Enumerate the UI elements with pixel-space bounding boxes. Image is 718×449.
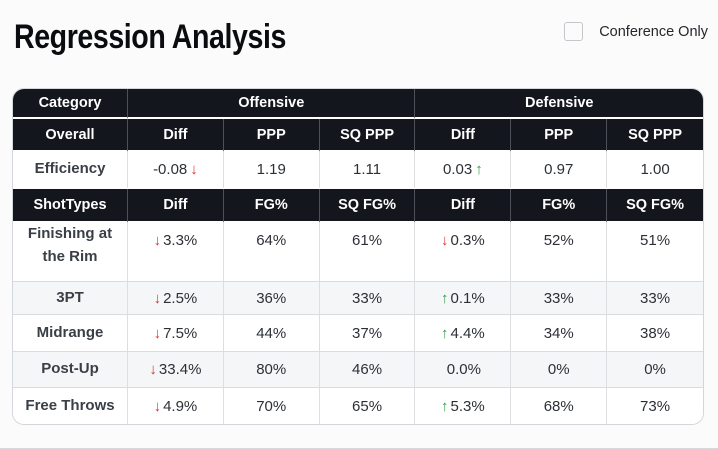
down-arrow-icon: ↓ (153, 397, 162, 415)
header-def-diff: Diff (415, 119, 512, 152)
table-row-group-header: Category Offensive Defensive (13, 89, 703, 119)
header-defensive: Defensive (415, 89, 703, 119)
diff-value: 2.5% (163, 289, 198, 307)
down-arrow-icon: ↓ (153, 289, 162, 307)
down-arrow-icon: ↓ (153, 324, 162, 342)
header-def-sqfg: SQ FG% (607, 189, 703, 223)
cell-off-sqfg: 33% (319, 282, 416, 315)
cell-off-diff: ↓ 3.3% (128, 223, 224, 282)
table-row-finishing-at-the-rim: Finishing at the Rim ↓ 3.3% 64% 61% ↓ 0.3%… (13, 223, 703, 282)
table-row-post-up: Post-Up ↓ 33.4% 80% 46% 0.0% 0% 0% (13, 352, 703, 388)
page-title: Regression Analysis (14, 18, 286, 56)
down-arrow-icon: ↓ (441, 232, 449, 249)
cell-def-sqfg: 73% (607, 388, 703, 424)
up-arrow-icon: ↑ (475, 161, 483, 178)
conference-only-control: Conference Only (564, 22, 708, 41)
cell-off-fg: 80% (223, 352, 320, 388)
cell-def-fg: 33% (511, 282, 608, 315)
header-off-sqfg: SQ FG% (319, 189, 416, 223)
efficiency-off-sqppp: 1.11 (319, 152, 416, 189)
diff-value: -0.08 (153, 161, 188, 178)
cell-def-fg: 52% (511, 223, 608, 282)
up-arrow-icon: ↑ (441, 289, 449, 307)
table-row-shottypes-header: ShotTypes Diff FG% SQ FG% Diff FG% SQ FG… (13, 189, 703, 223)
header-off-diff: Diff (128, 119, 224, 152)
efficiency-def-ppp: 0.97 (511, 152, 608, 189)
regression-analysis-table: Category Offensive Defensive Overall Dif… (13, 89, 703, 424)
conference-only-label[interactable]: Conference Only (599, 23, 708, 40)
cell-off-sqfg: 61% (319, 223, 416, 282)
cell-off-diff: ↓ 7.5% (128, 315, 224, 352)
efficiency-def-diff: 0.03 ↑ (415, 152, 512, 189)
diff-value: 0.0% (446, 361, 481, 378)
diff-value: 0.03 (443, 161, 473, 178)
header-def-sqppp: SQ PPP (607, 119, 703, 152)
table-row-free-throws: Free Throws ↓ 4.9% 70% 65% ↑ 5.3% 68% 73% (13, 388, 703, 424)
header-off-sqppp: SQ PPP (319, 119, 416, 152)
up-arrow-icon: ↑ (441, 324, 449, 342)
table-row-overall-header: Overall Diff PPP SQ PPP Diff PPP SQ PPP (13, 119, 703, 152)
header-shottypes: ShotTypes (13, 189, 128, 223)
cell-off-sqfg: 65% (319, 388, 416, 424)
down-arrow-icon: ↓ (190, 161, 198, 178)
cell-def-diff: ↑ 5.3% (415, 388, 512, 424)
cell-def-fg: 0% (511, 352, 608, 388)
regression-table: Category Offensive Defensive Overall Dif… (12, 88, 704, 425)
cell-off-fg: 64% (223, 223, 320, 282)
table-row-3pt: 3PT ↓ 2.5% 36% 33% ↑ 0.1% 33% 33% (13, 282, 703, 315)
cell-def-diff: 0.0% (415, 352, 512, 388)
header-category: Category (13, 89, 128, 119)
cell-def-sqfg: 51% (607, 223, 703, 282)
diff-value: 0.3% (450, 232, 485, 249)
diff-value: 4.9% (163, 397, 198, 415)
cell-def-fg: 68% (511, 388, 608, 424)
efficiency-def-sqppp: 1.00 (607, 152, 703, 189)
header-def-diff-fg: Diff (415, 189, 512, 223)
cell-off-sqfg: 37% (319, 315, 416, 352)
row-label: Free Throws (13, 388, 128, 424)
header-overall: Overall (13, 119, 128, 152)
cell-off-fg: 36% (223, 282, 320, 315)
row-label: Finishing at the Rim (13, 223, 128, 282)
cell-off-fg: 70% (223, 388, 320, 424)
efficiency-off-ppp: 1.19 (223, 152, 320, 189)
diff-value: 3.3% (163, 232, 198, 249)
conference-only-checkbox[interactable] (564, 22, 584, 41)
cell-off-diff: ↓ 33.4% (128, 352, 224, 388)
header-off-fg: FG% (223, 189, 320, 223)
row-label: 3PT (13, 282, 128, 315)
diff-value: 7.5% (163, 324, 198, 342)
table-row-midrange: Midrange ↓ 7.5% 44% 37% ↑ 4.4% 34% 38% (13, 315, 703, 352)
cell-def-fg: 34% (511, 315, 608, 352)
header-off-diff-fg: Diff (128, 189, 224, 223)
cell-off-fg: 44% (223, 315, 320, 352)
efficiency-off-diff: -0.08 ↓ (128, 152, 224, 189)
cell-def-sqfg: 0% (607, 352, 703, 388)
down-arrow-icon: ↓ (153, 232, 162, 249)
diff-value: 33.4% (158, 361, 202, 378)
cell-def-diff: ↓ 0.3% (415, 223, 512, 282)
diff-value: 5.3% (450, 397, 485, 415)
down-arrow-icon: ↓ (149, 361, 157, 378)
cell-def-sqfg: 38% (607, 315, 703, 352)
row-label: Efficiency (13, 152, 128, 189)
cell-off-diff: ↓ 2.5% (128, 282, 224, 315)
up-arrow-icon: ↑ (441, 397, 449, 415)
cell-def-diff: ↑ 4.4% (415, 315, 512, 352)
cell-def-sqfg: 33% (607, 282, 703, 315)
header-def-ppp: PPP (511, 119, 608, 152)
cell-def-diff: ↑ 0.1% (415, 282, 512, 315)
row-label: Midrange (13, 315, 128, 352)
table-row-efficiency: Efficiency -0.08 ↓ 1.19 1.11 0.03 ↑ 0.97 1… (13, 152, 703, 189)
row-label: Post-Up (13, 352, 128, 388)
cell-off-sqfg: 46% (319, 352, 416, 388)
header-def-fg: FG% (511, 189, 608, 223)
cell-off-diff: ↓ 4.9% (128, 388, 224, 424)
header-offensive: Offensive (128, 89, 416, 119)
header-off-ppp: PPP (223, 119, 320, 152)
diff-value: 4.4% (450, 324, 485, 342)
diff-value: 0.1% (450, 289, 485, 307)
